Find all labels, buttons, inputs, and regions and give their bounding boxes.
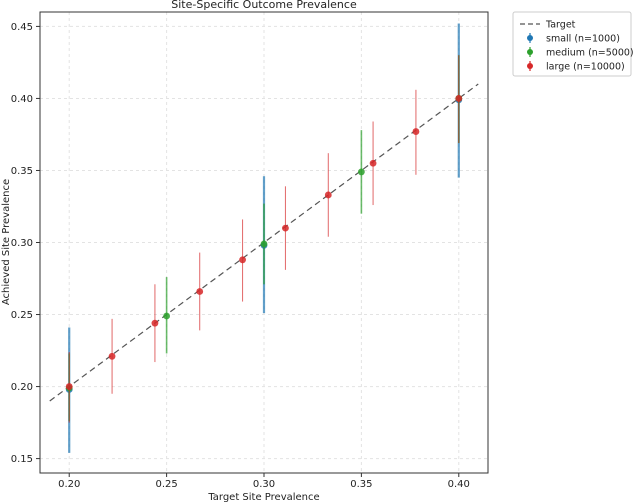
data-point [108,352,116,360]
y-axis-label: Achieved Site Prevalence [1,179,12,305]
data-point [260,240,268,248]
y-tick-label: 0.20 [11,382,33,393]
grid [40,12,488,473]
target-line-layer [49,83,479,402]
data-point [239,256,246,264]
legend-label: small (n=1000) [546,34,620,45]
y-tick-label: 0.45 [11,22,33,33]
x-axis-label: Target Site Prevalence [207,492,319,502]
x-tick-label: 0.25 [155,479,177,490]
data-point [196,288,204,295]
legend-label: medium (n=5000) [546,48,634,59]
x-tick-label: 0.30 [253,479,275,490]
legend-frame [512,11,632,77]
y-tick-label: 0.35 [11,166,33,177]
data-point [282,224,289,232]
series-2 [65,55,463,423]
legend-swatch-marker [527,63,533,69]
data-point [357,168,365,176]
legend-entry-2: large (n=10000) [527,61,625,73]
legend-entry-1: medium (n=5000) [527,47,634,59]
y-tick-label: 0.25 [11,310,33,321]
data-point [65,383,73,390]
legend-swatch-marker [527,35,533,41]
data-point [151,319,159,327]
data-point [369,159,377,167]
x-tick-label: 0.35 [350,479,372,490]
legend-entries: Target small (n=1000) medium (n=5000) large… [520,20,634,73]
y-axis: 0.15 0.20 0.25 0.30 0.35 0.40 0.45 [11,22,40,465]
data-point [163,312,171,320]
x-tick-label: 0.20 [58,479,80,490]
legend-swatch-marker [527,49,533,55]
legend-label: large (n=10000) [546,62,625,73]
legend: Target small (n=1000) medium (n=5000) large… [512,11,634,77]
data-point [412,128,420,135]
legend-label: Target [545,20,576,31]
target-line [49,83,479,402]
chart-title: Site-Specific Outcome Prevalence [171,0,357,11]
series-layer [65,23,463,453]
data-point [455,95,463,102]
x-tick-label: 0.40 [448,479,470,490]
y-tick-label: 0.30 [11,238,33,249]
y-tick-label: 0.15 [11,454,33,465]
y-tick-label: 0.40 [11,94,33,105]
x-axis: 0.20 0.25 0.30 0.35 0.40 [58,473,470,490]
legend-entry-0: small (n=1000) [527,33,620,45]
legend-entry-target: Target [520,20,576,31]
data-point [324,191,332,199]
